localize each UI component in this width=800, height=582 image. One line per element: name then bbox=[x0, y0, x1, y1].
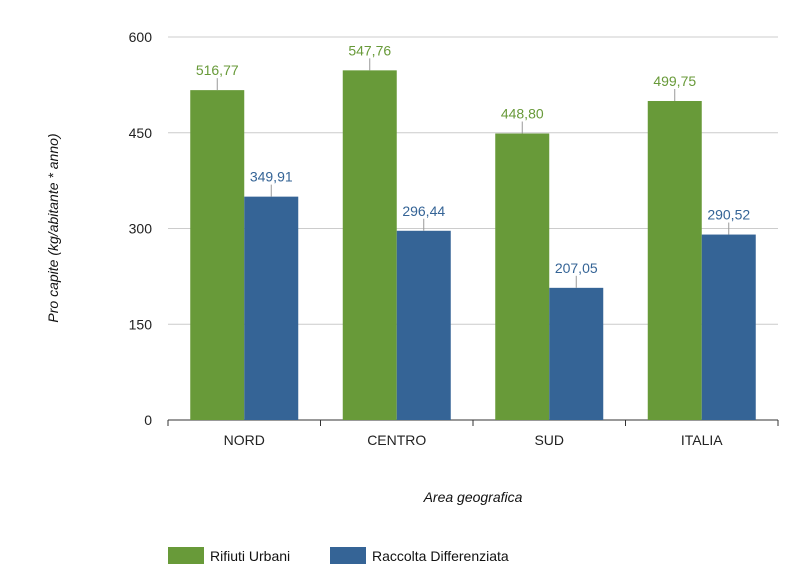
data-label: 499,75 bbox=[653, 73, 696, 89]
y-tick-label: 0 bbox=[144, 412, 152, 428]
legend: Rifiuti Urbani Raccolta Differenziata bbox=[168, 547, 509, 564]
legend-label-rifiuti-urbani: Rifiuti Urbani bbox=[210, 548, 290, 564]
x-tick-label: NORD bbox=[224, 432, 265, 448]
bars bbox=[190, 70, 756, 421]
ticks: 0 150 300 450 600 NORD CENTRO SUD ITALIA bbox=[129, 29, 779, 448]
bar-raccolta-differenziata-sud bbox=[549, 287, 604, 420]
y-tick-label: 150 bbox=[129, 316, 153, 332]
y-axis-title: Pro capite (kg/abitante * anno) bbox=[45, 133, 61, 322]
data-label: 547,76 bbox=[348, 42, 391, 58]
y-tick-label: 300 bbox=[129, 221, 153, 237]
x-axis-title: Area geografica bbox=[423, 489, 523, 505]
bar-raccolta-differenziata-nord bbox=[244, 196, 299, 420]
bar-rifiuti-urbani-centro bbox=[342, 70, 397, 421]
data-label: 516,77 bbox=[196, 62, 239, 78]
bar-raccolta-differenziata-italia bbox=[701, 234, 756, 420]
bar-rifiuti-urbani-nord bbox=[190, 90, 245, 421]
data-label: 448,80 bbox=[501, 106, 544, 122]
legend-label-raccolta-differenziata: Raccolta Differenziata bbox=[372, 548, 509, 564]
data-labels: 516,77 349,91 547,76 296,44 448,80 207,05 499,… bbox=[196, 42, 750, 288]
y-tick-label: 450 bbox=[129, 125, 153, 141]
x-tick-label: SUD bbox=[534, 432, 564, 448]
data-label: 207,05 bbox=[555, 260, 598, 276]
x-tick-label: CENTRO bbox=[367, 432, 426, 448]
data-label: 290,52 bbox=[707, 207, 750, 223]
data-label: 296,44 bbox=[402, 203, 445, 219]
bar-rifiuti-urbani-sud bbox=[495, 133, 550, 421]
data-label: 349,91 bbox=[250, 169, 293, 185]
legend-swatch-raccolta-differenziata bbox=[330, 547, 366, 564]
bar-raccolta-differenziata-centro bbox=[396, 230, 451, 420]
bar-rifiuti-urbani-italia bbox=[647, 100, 702, 420]
x-tick-label: ITALIA bbox=[681, 432, 723, 448]
y-tick-label: 600 bbox=[129, 29, 153, 45]
legend-swatch-rifiuti-urbani bbox=[168, 547, 204, 564]
